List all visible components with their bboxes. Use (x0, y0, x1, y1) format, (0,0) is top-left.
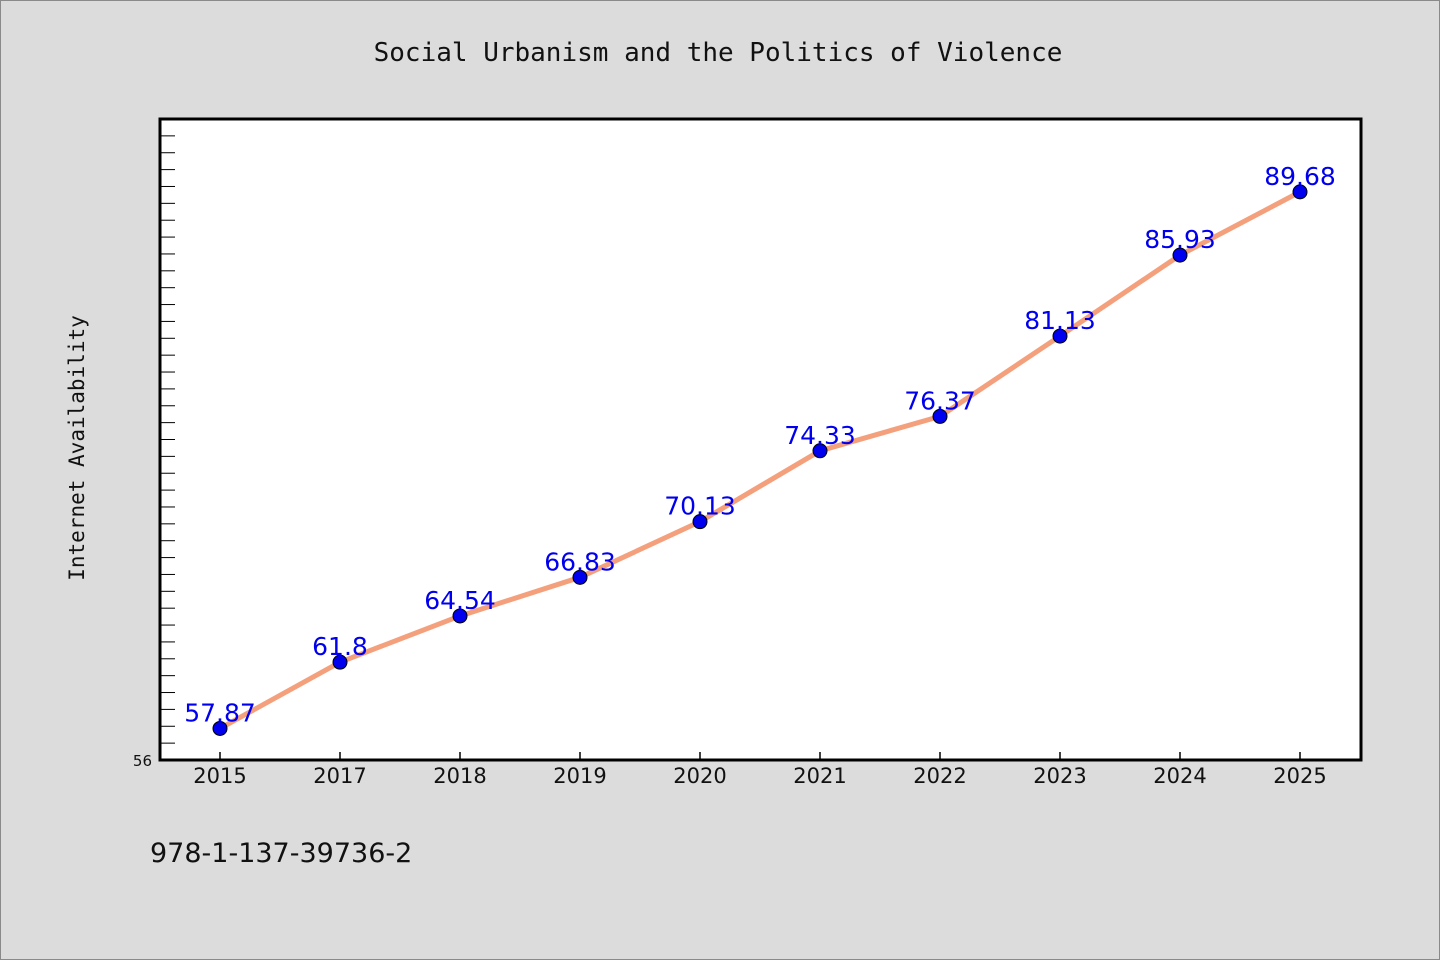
data-label: 66.83 (544, 547, 616, 576)
x-axis-tick-labels: 2015 2017 2018 2019 2020 2021 2022 2023 2024 2025 (193, 764, 1326, 788)
x-axis-ticks (219, 752, 1301, 760)
x-tick-label: 2020 (673, 764, 726, 788)
data-markers (212, 184, 1308, 736)
data-label: 81.13 (1024, 306, 1096, 335)
data-point (572, 569, 588, 585)
data-label: 70.13 (664, 492, 736, 521)
data-label: 57.87 (184, 698, 256, 727)
data-label: 61.8 (312, 632, 368, 661)
x-tick-label: 2022 (913, 764, 966, 788)
x-tick-label: 2019 (553, 764, 606, 788)
data-point (212, 720, 228, 736)
series-line (217, 189, 1303, 731)
data-label: 74.33 (784, 421, 856, 450)
data-label: 89.68 (1264, 162, 1336, 191)
footer-isbn: 978-1-137-39736-2 (150, 838, 412, 869)
data-point (1052, 328, 1068, 344)
y-axis-label: Internet Availability (65, 315, 89, 581)
x-tick-label: 2017 (313, 764, 366, 788)
data-point (332, 654, 348, 670)
data-label: 64.54 (424, 586, 496, 615)
data-point (1172, 247, 1188, 263)
x-tick-label: 2024 (1153, 764, 1206, 788)
x-tick-label: 2025 (1273, 764, 1326, 788)
data-value-labels: 57.87 61.8 64.54 66.83 70.13 74.33 76.37 81.13 8… (184, 162, 1336, 728)
x-tick-label: 2015 (193, 764, 246, 788)
data-label: 85.93 (1144, 225, 1216, 254)
data-label: 76.37 (904, 386, 976, 415)
data-point (452, 608, 468, 624)
y-axis-ticks (160, 135, 175, 744)
data-point (1292, 184, 1308, 200)
x-tick-label: 2018 (433, 764, 486, 788)
data-point (812, 443, 828, 459)
y-axis-min-label: 56 (133, 752, 152, 770)
x-tick-label: 2021 (793, 764, 846, 788)
x-tick-label: 2023 (1033, 764, 1086, 788)
data-point (692, 514, 708, 530)
data-point (932, 408, 948, 424)
chart-title: Social Urbanism and the Politics of Viol… (374, 38, 1063, 68)
